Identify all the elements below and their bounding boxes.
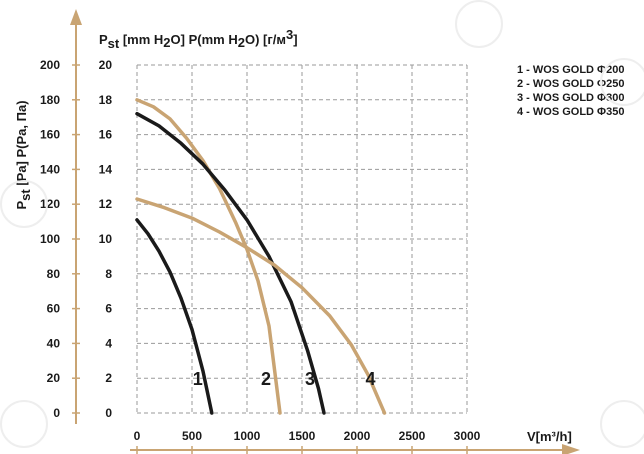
y-axis-label-mmh2o-part: 2 xyxy=(163,35,170,50)
y-axis-label-mmh2o-part: st xyxy=(108,36,120,51)
series-label-1: 1 xyxy=(193,369,203,389)
y-tick-label-pa: 140 xyxy=(40,162,60,176)
series-label-4: 4 xyxy=(365,369,375,389)
watermark-mark xyxy=(600,400,644,448)
x-tick-label: 2500 xyxy=(399,429,426,443)
y-tick-label-pa: 80 xyxy=(47,267,61,281)
y-axis-label-mmh2o-part: P xyxy=(99,32,108,47)
series-curve-4 xyxy=(135,197,387,415)
y-tick-label-pa: 60 xyxy=(47,302,61,316)
y-tick-label-mmh2o: 10 xyxy=(99,232,113,246)
x-tick-label: 1500 xyxy=(289,429,316,443)
x-axis-arrow-icon xyxy=(562,444,580,454)
y-tick-label-pa: 200 xyxy=(40,58,60,72)
y-axis-label-mmh2o-part: ] xyxy=(293,32,297,47)
y-tick-label-pa: 0 xyxy=(53,406,60,420)
series-curve-1 xyxy=(135,218,214,415)
y-tick-label-mmh2o: 12 xyxy=(99,197,113,211)
y-tick-label-mmh2o: 4 xyxy=(105,336,112,350)
y-tick-label-pa: 40 xyxy=(47,336,61,350)
y-axis-label-mmh2o: Pst [mm H2O] P(mm H2O) [г/м3] xyxy=(99,27,298,51)
legend-entry: 2 - WOS GOLD Φ250 xyxy=(517,78,624,90)
y-axis-label-mmh2o-part: 3 xyxy=(286,27,293,42)
series-curve-2 xyxy=(135,98,282,415)
legend-entry: 4 - WOS GOLD Φ350 xyxy=(517,106,624,118)
y-axis-arrow-icon xyxy=(70,9,82,25)
x-axis-label: V[m³/h] xyxy=(527,429,572,444)
watermark-mark xyxy=(0,180,48,228)
series-label-3: 3 xyxy=(305,369,315,389)
y-axis-label-mmh2o-part: O] xyxy=(171,32,185,47)
series-curve-3 xyxy=(135,111,326,415)
x-tick-label: 2000 xyxy=(344,429,371,443)
y-tick-label-mmh2o: 2 xyxy=(105,371,112,385)
legend-entry: 3 - WOS GOLD Φ300 xyxy=(517,92,624,104)
y-axis-label-mmh2o-part: 2 xyxy=(238,35,245,50)
series-label-2: 2 xyxy=(261,369,271,389)
x-tick-label: 500 xyxy=(182,429,202,443)
y-tick-label-mmh2o: 6 xyxy=(105,302,112,316)
y-tick-label-mmh2o: 16 xyxy=(99,128,113,142)
watermark-mark xyxy=(600,58,644,106)
watermark-mark xyxy=(0,400,48,448)
y-tick-label-mmh2o: 18 xyxy=(99,93,113,107)
y-axis-label-mmh2o-part: P(mm H xyxy=(185,32,238,47)
legend-entry: 1 - WOS GOLD Φ200 xyxy=(517,64,624,76)
y-tick-label-mmh2o: 20 xyxy=(99,58,113,72)
y-tick-label-pa: 100 xyxy=(40,232,60,246)
y-tick-label-pa: 20 xyxy=(47,371,61,385)
x-tick-label: 1000 xyxy=(234,429,261,443)
x-tick-label: 3000 xyxy=(454,429,481,443)
y-tick-label-pa: 160 xyxy=(40,128,60,142)
y-axis-label-mmh2o-part: [mm H xyxy=(119,32,163,47)
watermark-mark xyxy=(455,0,503,48)
y-tick-label-mmh2o: 0 xyxy=(105,406,112,420)
y-tick-label-mmh2o: 14 xyxy=(99,162,113,176)
y-axis-label-mmh2o-part: O) [г/м xyxy=(245,32,286,47)
x-tick-label: 0 xyxy=(134,429,141,443)
y-tick-label-mmh2o: 8 xyxy=(105,267,112,281)
y-axis-label-pa-part: P(Pa, Па) xyxy=(14,100,29,161)
y-tick-label-pa: 180 xyxy=(40,93,60,107)
